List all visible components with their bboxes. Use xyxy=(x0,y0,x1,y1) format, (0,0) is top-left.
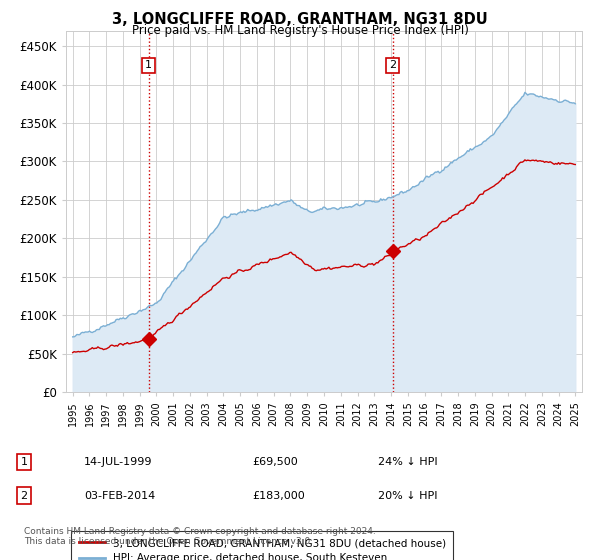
Legend: 3, LONGCLIFFE ROAD, GRANTHAM, NG31 8DU (detached house), HPI: Average price, det: 3, LONGCLIFFE ROAD, GRANTHAM, NG31 8DU (… xyxy=(71,531,453,560)
Text: 2: 2 xyxy=(389,60,396,71)
Text: 20% ↓ HPI: 20% ↓ HPI xyxy=(378,491,437,501)
Text: Contains HM Land Registry data © Crown copyright and database right 2024.
This d: Contains HM Land Registry data © Crown c… xyxy=(24,526,376,546)
Text: 24% ↓ HPI: 24% ↓ HPI xyxy=(378,457,437,467)
Text: 1: 1 xyxy=(20,457,28,467)
Text: 2: 2 xyxy=(20,491,28,501)
Text: 1: 1 xyxy=(145,60,152,71)
Text: 03-FEB-2014: 03-FEB-2014 xyxy=(84,491,155,501)
Text: £69,500: £69,500 xyxy=(252,457,298,467)
Text: 14-JUL-1999: 14-JUL-1999 xyxy=(84,457,152,467)
Text: £183,000: £183,000 xyxy=(252,491,305,501)
Text: Price paid vs. HM Land Registry's House Price Index (HPI): Price paid vs. HM Land Registry's House … xyxy=(131,24,469,36)
Text: 3, LONGCLIFFE ROAD, GRANTHAM, NG31 8DU: 3, LONGCLIFFE ROAD, GRANTHAM, NG31 8DU xyxy=(112,12,488,27)
